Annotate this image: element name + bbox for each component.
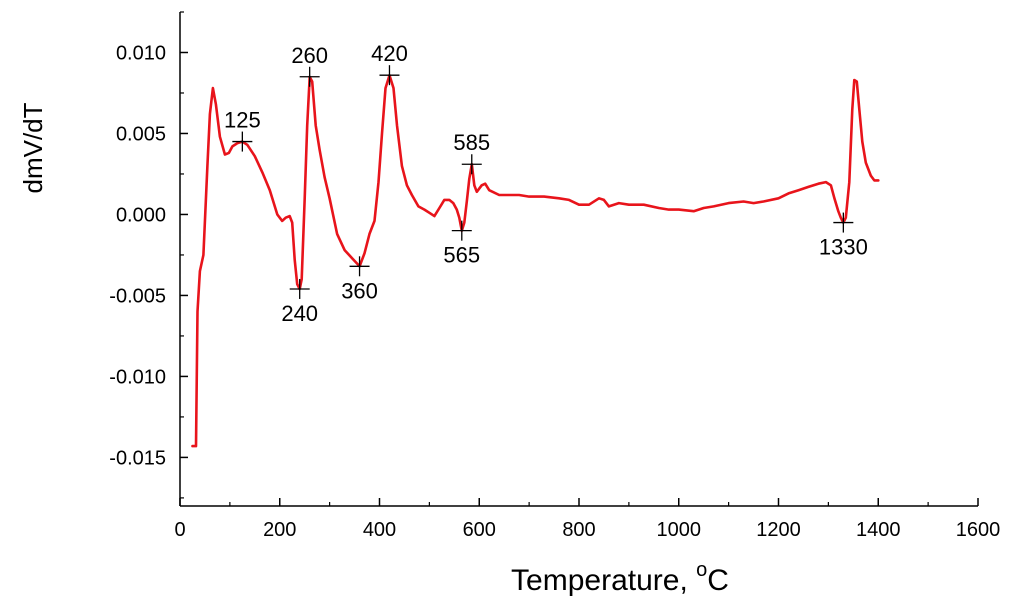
y-axis-title: dmV/dT: [18, 102, 48, 193]
peak-label: 420: [371, 41, 408, 66]
peak-label: 125: [224, 108, 261, 133]
x-axis-title-unit: C: [707, 564, 729, 597]
peak-label: 260: [291, 43, 328, 68]
x-tick-label: 600: [463, 519, 496, 541]
y-ticks: -0.015 -0.010 -0.005 0.000 0.005 0.010: [109, 11, 188, 499]
y-tick-label: 0.000: [116, 204, 166, 226]
y-tick-label: -0.015: [109, 447, 166, 469]
x-axis-title-text: Temperature,: [511, 564, 696, 597]
x-tick-label: 1400: [856, 519, 901, 541]
x-axis-title-degree: o: [696, 559, 707, 581]
series-line: [191, 73, 880, 448]
y-tick-label: 0.010: [116, 42, 166, 64]
peak-label: 360: [341, 278, 378, 303]
x-tick-label: 1000: [657, 519, 702, 541]
y-tick-label: 0.005: [116, 123, 166, 145]
peak-label: 240: [281, 301, 318, 326]
x-axis-title: Temperature, oC: [511, 559, 729, 597]
y-tick-label: -0.010: [109, 366, 166, 388]
y-tick-label: -0.005: [109, 285, 166, 307]
x-tick-label: 800: [562, 519, 595, 541]
x-tick-label: 1600: [956, 519, 1001, 541]
x-tick-label: 400: [363, 519, 396, 541]
peak-label: 565: [443, 243, 480, 268]
x-ticks: 0 200 400 600 800 1000 1200 1400 1600: [174, 498, 1000, 541]
x-tick-label: 200: [263, 519, 296, 541]
peak-label: 585: [453, 130, 490, 155]
x-tick-label: 0: [174, 519, 185, 541]
x-tick-label: 1200: [756, 519, 801, 541]
peak-markers: 125 240 260 360 420 565 585 1330: [224, 41, 868, 326]
peak-label: 1330: [819, 235, 868, 260]
